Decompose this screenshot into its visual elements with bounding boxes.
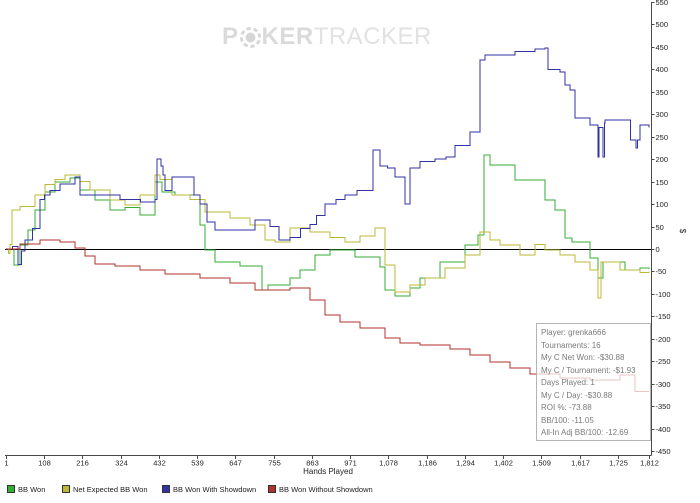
x-tick-label: 647 <box>229 459 242 468</box>
legend-item-bb-won[interactable]: BB Won <box>7 484 45 494</box>
x-tick-label: 1,294 <box>456 459 475 468</box>
x-tick-label: 432 <box>153 459 166 468</box>
x-tick-label: 1,617 <box>571 459 590 468</box>
legend-swatch-bb-won-with-showdown <box>162 485 170 493</box>
y-tick-label: -150 <box>656 312 671 321</box>
x-tick-label: 1,078 <box>379 459 398 468</box>
y-tick-label: -100 <box>656 290 671 299</box>
legend-item-bb-won-with-showdown[interactable]: BB Won With Showdown <box>162 484 256 494</box>
y-tick-label: 150 <box>656 178 669 187</box>
stat-per-day: My C / Day: -$30.88 <box>541 390 613 400</box>
y-tick-label: 450 <box>656 43 669 52</box>
y-tick-label: -450 <box>656 447 671 456</box>
series-line-net-expected-bb-won <box>6 174 650 299</box>
series-line-bb-won-with-showdown <box>6 47 650 266</box>
watermark-text-end: TRACKER <box>313 23 432 50</box>
y-tick-label: -200 <box>656 335 671 344</box>
y-tick-label: -350 <box>656 402 671 411</box>
y-tick-label: -250 <box>656 357 671 366</box>
y-tick-label: 250 <box>656 133 669 142</box>
stat-bb-per-100: BB/100: -11.05 <box>541 415 594 425</box>
legend-label: Net Expected BB Won <box>73 484 148 494</box>
x-tick-label: 108 <box>38 459 51 468</box>
legend-swatch-net-expected-bb-won <box>62 485 70 493</box>
x-tick-label: 1 <box>4 459 8 468</box>
legend-item-bb-won-without-showdown[interactable]: BB Won Without Showdown <box>268 484 373 494</box>
y-tick-label: -400 <box>656 425 671 434</box>
y-tick-label: 0 <box>656 245 660 254</box>
x-tick-label: 1,812 <box>640 459 659 468</box>
y-tick-label: 300 <box>656 110 669 119</box>
x-axis-ticks: 1 108 216 324 432 539 647 755 863 971 1,078 1,186 1,… <box>4 455 659 468</box>
stat-player: Player: grenka666 <box>541 328 606 337</box>
y-tick-label: 500 <box>656 20 669 29</box>
stat-tournaments: Tournaments: 16 <box>541 340 601 350</box>
y-tick-label: -50 <box>656 267 667 276</box>
y-tick-label: 200 <box>656 155 669 164</box>
series-line-bb-won-without-showdown <box>6 239 649 393</box>
legend-swatch-bb-won-without-showdown <box>268 485 276 493</box>
x-tick-label: 1,509 <box>532 459 551 468</box>
series-lines <box>6 47 650 393</box>
y-tick-label: 400 <box>656 65 669 74</box>
x-tick-label: 1,725 <box>609 459 628 468</box>
watermark-text-mid: KER <box>261 23 314 50</box>
y-tick-label: 550 <box>656 0 669 7</box>
x-tick-label: 755 <box>268 459 281 468</box>
stat-days-played: Days Played: 1 <box>541 378 595 387</box>
x-tick-label: 216 <box>76 459 89 468</box>
x-tick-label: 971 <box>344 459 357 468</box>
stat-roi: ROI %: -73.88 <box>541 403 592 412</box>
y-tick-label: -300 <box>656 380 671 389</box>
x-tick-label: 539 <box>191 459 204 468</box>
poker-chip-icon <box>239 26 261 48</box>
legend-label: BB Won With Showdown <box>173 484 257 494</box>
legend-swatch-bb-won <box>7 485 15 493</box>
x-tick-label: 324 <box>115 459 128 468</box>
stat-per-tournament: My C / Tournament: -$1.93 <box>541 365 636 375</box>
x-tick-label: 863 <box>306 459 319 468</box>
y-tick-label: 50 <box>656 223 664 232</box>
x-tick-label: 1,186 <box>418 459 437 468</box>
y-tick-label: 100 <box>656 200 669 209</box>
stat-net-won: My C Net Won: -$30.88 <box>541 353 625 362</box>
stat-allin-adj-bb-per-100: All-In Adj BB/100: -12.69 <box>541 428 629 437</box>
y-axis-ticks: 550500450400350300250200150100500-50-100… <box>651 0 671 456</box>
legend-item-net-expected-bb-won[interactable]: Net Expected BB Won <box>62 484 147 494</box>
watermark-text-start: P <box>222 23 239 50</box>
stats-summary-box: Player: grenka666 Tournaments: 16 My C N… <box>536 323 651 441</box>
x-axis-title: Hands Played <box>303 467 353 476</box>
y-axis-title: $ <box>678 229 687 234</box>
legend-label: BB Won Without Showdown <box>279 484 373 494</box>
pokertracker-watermark: P KER TRACKER <box>222 23 432 51</box>
y-tick-label: 350 <box>656 88 669 97</box>
series-line-bb-won <box>6 154 650 297</box>
x-tick-label: 1,402 <box>494 459 513 468</box>
legend-label: BB Won <box>18 484 46 494</box>
